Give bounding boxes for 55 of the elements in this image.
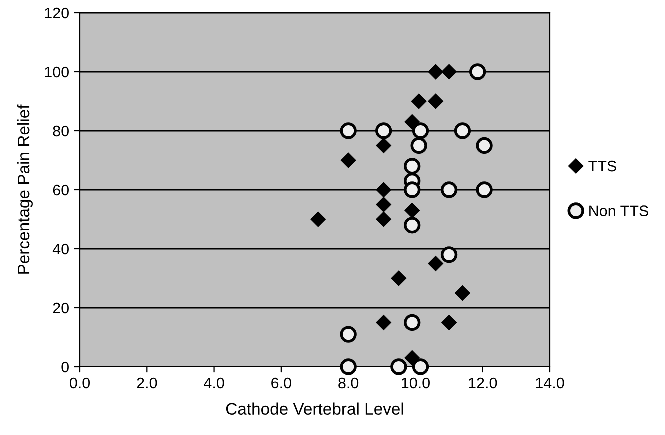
- point: [455, 286, 470, 301]
- point: [376, 182, 392, 198]
- point: [310, 212, 326, 228]
- point: [341, 152, 356, 168]
- y-tick-label: 20: [53, 302, 69, 314]
- point: [442, 315, 457, 330]
- point: [404, 114, 420, 130]
- point: [476, 137, 493, 154]
- y-tick-label: 0: [62, 362, 69, 373]
- y-tick-label: 80: [53, 126, 69, 137]
- point: [340, 326, 357, 343]
- x-tick-label: 12.0: [469, 378, 498, 389]
- point: [469, 64, 486, 80]
- y-axis-title: Percentage Pain Relief: [17, 104, 33, 274]
- point: [410, 137, 428, 154]
- point: [376, 197, 392, 212]
- point: [476, 182, 493, 198]
- point: [376, 212, 392, 228]
- point: [375, 122, 392, 140]
- point: [404, 314, 421, 332]
- point: [340, 122, 357, 140]
- point: [390, 358, 408, 376]
- point: [376, 138, 392, 154]
- point: [404, 217, 421, 234]
- point: [428, 256, 444, 272]
- y-tick-label: 60: [53, 184, 69, 196]
- y-tick-label: 100: [45, 66, 69, 78]
- point: [404, 182, 421, 198]
- x-axis-title: Cathode Vertebral Level: [226, 402, 404, 416]
- point: [428, 64, 444, 80]
- x-tick-label: 6.0: [272, 378, 292, 389]
- point: [340, 358, 357, 376]
- x-tick-label: 14.0: [536, 378, 564, 389]
- point: [404, 203, 420, 218]
- x-tick-label: 8.0: [338, 378, 359, 389]
- y-tick-label: 40: [52, 244, 69, 255]
- point: [404, 350, 420, 366]
- point: [412, 122, 430, 140]
- point: [404, 158, 421, 175]
- point: [440, 246, 458, 264]
- y-tick-label: 120: [45, 8, 69, 19]
- x-tick-label: 4.0: [204, 378, 224, 389]
- point: [412, 358, 430, 376]
- point: [454, 122, 472, 140]
- point: [391, 270, 406, 286]
- legend-label: TTS: [588, 160, 616, 172]
- x-tick-label: 2.0: [137, 378, 158, 389]
- legend-label: Non TTS: [590, 206, 648, 216]
- x-tick-label: 0.0: [70, 378, 90, 389]
- x-tick-label: 10.0: [402, 378, 430, 389]
- point: [440, 182, 458, 198]
- point: [442, 64, 457, 80]
- point: [376, 315, 392, 330]
- point: [412, 94, 427, 110]
- point: [428, 94, 444, 110]
